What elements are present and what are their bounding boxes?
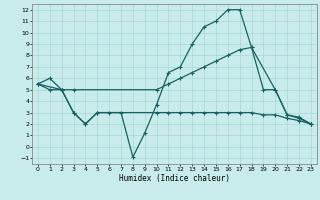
X-axis label: Humidex (Indice chaleur): Humidex (Indice chaleur) — [119, 174, 230, 183]
